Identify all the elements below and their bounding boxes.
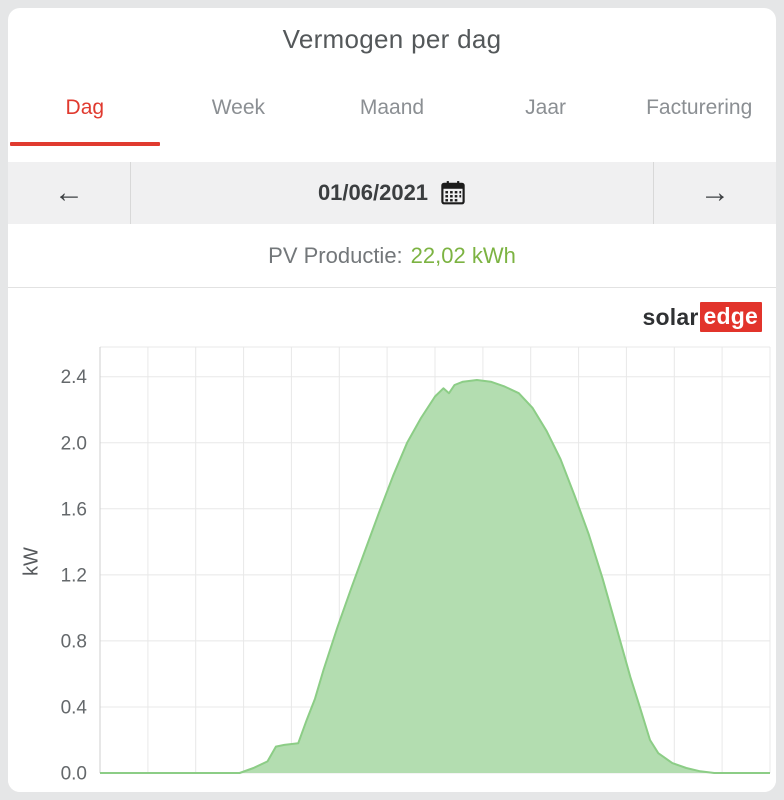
y-tick-label: 0.4 xyxy=(61,698,88,719)
date-nav-divider-left xyxy=(130,162,131,224)
logo-text-solar: solar xyxy=(642,303,699,330)
tab-maand[interactable]: Maand xyxy=(315,70,469,146)
app-card: Vermogen per dag Dag Week Maand Jaar Fac… xyxy=(8,8,776,792)
arrow-right-icon: → xyxy=(700,176,730,209)
tab-jaar[interactable]: Jaar xyxy=(469,70,623,146)
y-tick-label: 2.0 xyxy=(61,433,87,454)
next-day-button[interactable]: → xyxy=(654,162,776,224)
y-tick-label: 0.8 xyxy=(61,631,87,652)
pv-production-value: 22,02 kWh xyxy=(410,242,516,268)
solaredge-logo: solar edge xyxy=(643,302,762,332)
y-tick-label: 1.6 xyxy=(61,499,87,520)
tab-bar: Dag Week Maand Jaar Facturering xyxy=(8,70,776,146)
production-area-chart[interactable]: 0.0 0.4 0.8 1.2 1.6 2.0 2.4 xyxy=(8,288,776,792)
chart-section: 0.0 0.4 0.8 1.2 1.6 2.0 2.4 solar edge kW xyxy=(8,288,776,792)
tab-week[interactable]: Week xyxy=(162,70,316,146)
pv-production-label: PV Productie: xyxy=(268,242,403,268)
tab-facturering[interactable]: Facturering xyxy=(622,70,776,146)
page-title: Vermogen per dag xyxy=(282,23,502,54)
tab-jaar-label: Jaar xyxy=(525,96,566,119)
tab-facturering-label: Facturering xyxy=(646,96,753,119)
current-date: 01/06/2021 xyxy=(317,180,429,205)
tab-bar-spacer xyxy=(8,146,776,162)
date-navigation-bar: ← 01/06/2021 → xyxy=(8,162,776,224)
previous-day-button[interactable]: ← xyxy=(8,162,130,224)
y-tick-label: 0.0 xyxy=(61,764,87,785)
tab-maand-label: Maand xyxy=(359,96,425,119)
logo-text-edge: edge xyxy=(699,302,762,332)
tab-dag[interactable]: Dag xyxy=(8,70,162,146)
calendar-icon[interactable] xyxy=(440,180,466,206)
y-axis-unit-label: kW xyxy=(20,547,43,576)
production-line xyxy=(100,379,770,774)
arrow-left-icon: ← xyxy=(54,176,84,209)
date-nav-divider-right xyxy=(653,162,654,224)
production-area-fill xyxy=(100,380,770,773)
pv-production-summary: PV Productie: 22,02 kWh xyxy=(8,224,776,288)
titlebar: Vermogen per dag xyxy=(8,8,776,70)
date-display[interactable]: 01/06/2021 xyxy=(131,162,653,224)
tab-dag-label: Dag xyxy=(65,96,105,119)
y-tick-label: 2.4 xyxy=(61,367,88,388)
y-tick-label: 1.2 xyxy=(61,565,87,586)
tab-week-label: Week xyxy=(211,96,266,119)
active-tab-underline xyxy=(10,142,160,146)
